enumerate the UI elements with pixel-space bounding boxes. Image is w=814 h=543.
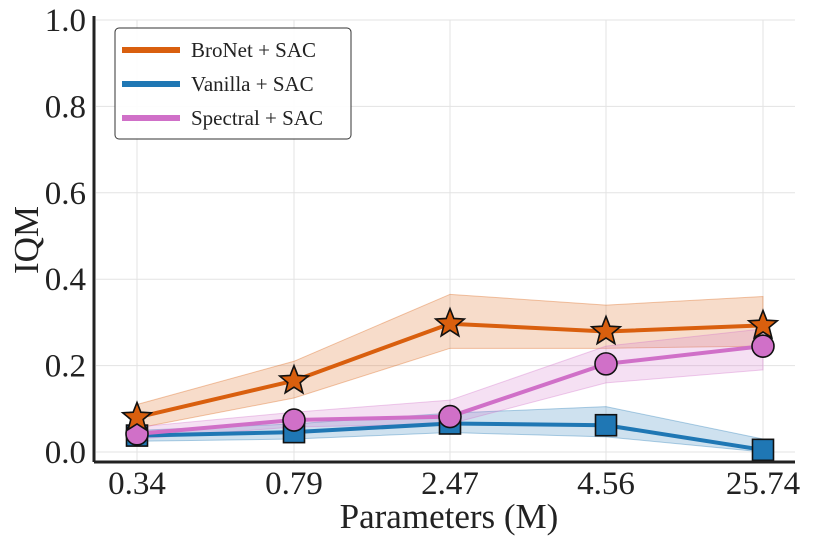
y-tick-label-0: 0.0 xyxy=(45,435,86,471)
x-tick-label-4: 25.74 xyxy=(726,466,800,502)
marker-series-0-point-3 xyxy=(589,314,623,346)
marker-series-0-point-4 xyxy=(746,308,780,340)
y-tick-labels: 0.0 0.2 0.4 0.6 0.8 1.0 xyxy=(45,3,86,471)
x-axis-title: Parameters (M) xyxy=(340,497,559,536)
marker-series-2-point-2 xyxy=(438,404,462,429)
legend-label-2: Spectral + SAC xyxy=(191,106,323,130)
x-tick-labels: 0.34 0.79 2.47 4.56 25.74 xyxy=(108,466,800,502)
y-tick-label-1: 0.2 xyxy=(45,349,86,385)
marker-series-1-point-4 xyxy=(751,438,775,462)
legend: BroNet + SAC Vanilla + SAC Spectral + SAC xyxy=(114,27,352,140)
axes xyxy=(92,16,795,464)
legend-label-1: Vanilla + SAC xyxy=(191,72,314,96)
legend-box xyxy=(114,27,352,140)
marker-series-0-point-1 xyxy=(277,363,311,395)
x-tick-label-0: 0.34 xyxy=(108,466,166,502)
marker-series-2-point-3 xyxy=(594,352,618,376)
marker-series-0-point-0 xyxy=(120,400,154,432)
x-tick-label-1: 0.79 xyxy=(265,466,323,502)
y-axis-title: IQM xyxy=(7,206,46,274)
y-tick-label-2: 0.4 xyxy=(45,262,86,298)
legend-label-0: BroNet + SAC xyxy=(191,38,316,62)
x-tick-label-2: 2.47 xyxy=(421,466,479,502)
y-tick-label-4: 0.8 xyxy=(45,89,86,125)
y-tick-label-3: 0.6 xyxy=(45,176,86,212)
marker-series-2-point-1 xyxy=(282,408,306,432)
marker-series-2-point-4 xyxy=(751,334,775,358)
marker-series-0-point-2 xyxy=(433,306,467,338)
y-tick-label-5: 1.0 xyxy=(45,3,86,39)
x-tick-label-3: 4.56 xyxy=(577,466,635,502)
series-markers xyxy=(120,306,780,462)
marker-series-1-point-3 xyxy=(594,413,618,437)
